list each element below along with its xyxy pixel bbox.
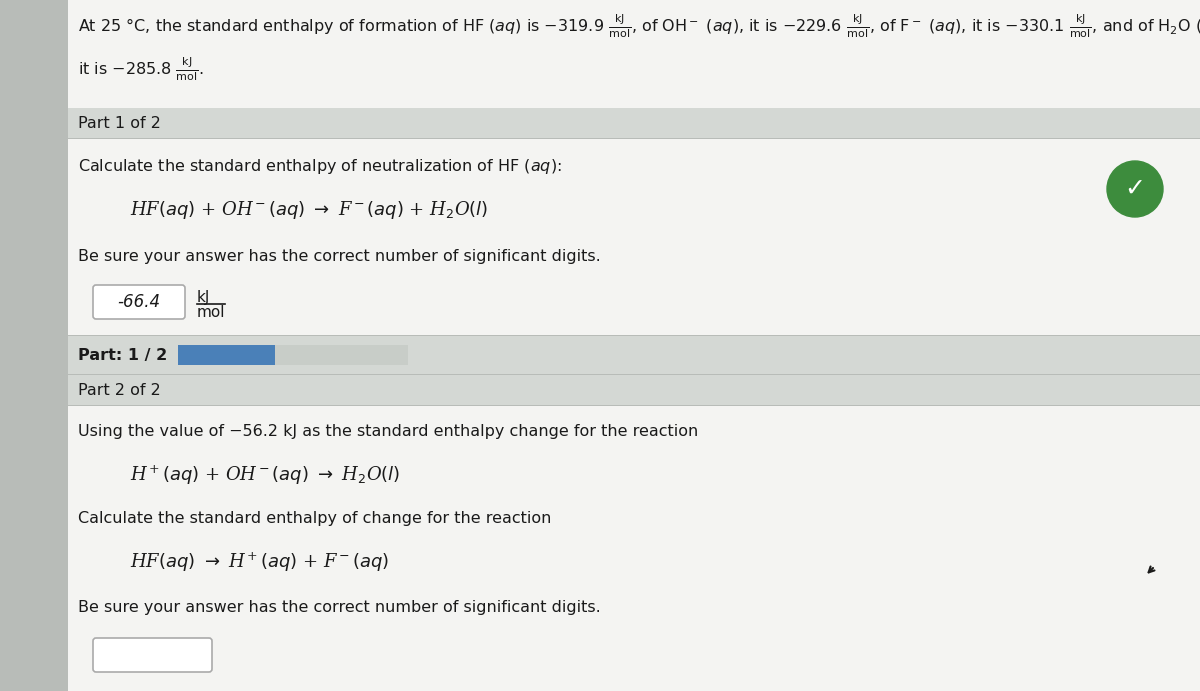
Text: kJ: kJ — [197, 290, 210, 305]
Text: HF$(aq)$ $\rightarrow$ H$\mathregular{^+}$$(aq)$ + F$\mathregular{^-}$$(aq)$: HF$(aq)$ $\rightarrow$ H$\mathregular{^+… — [130, 551, 389, 574]
Bar — [68, 0, 1200, 108]
Bar — [68, 405, 1200, 406]
Text: Calculate the standard enthalpy of neutralization of HF $(aq)$:: Calculate the standard enthalpy of neutr… — [78, 157, 562, 176]
Bar — [68, 335, 1200, 336]
FancyBboxPatch shape — [94, 638, 212, 672]
Bar — [68, 406, 1200, 691]
FancyBboxPatch shape — [94, 285, 185, 319]
Bar — [178, 345, 275, 365]
Text: Part 2 of 2: Part 2 of 2 — [78, 383, 161, 397]
Text: mol: mol — [197, 305, 226, 320]
Bar — [68, 108, 1200, 138]
Bar — [0, 0, 68, 691]
Text: Part: 1 / 2: Part: 1 / 2 — [78, 348, 167, 363]
Text: H$\mathregular{^+}$$(aq)$ + OH$\mathregular{^-}$$(aq)$ $\rightarrow$ H$_2$O$(l)$: H$\mathregular{^+}$$(aq)$ + OH$\mathregu… — [130, 464, 401, 487]
Text: it is $-$285.8 $\mathregular{\frac{kJ}{mol}}$.: it is $-$285.8 $\mathregular{\frac{kJ}{m… — [78, 55, 204, 83]
Text: HF$(aq)$ + OH$\mathregular{^-}$$(aq)$ $\rightarrow$ F$\mathregular{^-}$$(aq)$ + : HF$(aq)$ + OH$\mathregular{^-}$$(aq)$ $\… — [130, 199, 488, 221]
Text: -66.4: -66.4 — [118, 293, 161, 311]
Circle shape — [1108, 161, 1163, 217]
Text: Calculate the standard enthalpy of change for the reaction: Calculate the standard enthalpy of chang… — [78, 511, 551, 526]
Text: Part 1 of 2: Part 1 of 2 — [78, 115, 161, 131]
Text: Be sure your answer has the correct number of significant digits.: Be sure your answer has the correct numb… — [78, 600, 601, 615]
Bar — [68, 374, 1200, 375]
Bar — [68, 138, 1200, 139]
Text: Using the value of −56.2 kJ as the standard enthalpy change for the reaction: Using the value of −56.2 kJ as the stand… — [78, 424, 698, 439]
Text: ✓: ✓ — [1124, 177, 1146, 201]
Bar — [68, 139, 1200, 335]
Bar — [68, 336, 1200, 374]
Text: Be sure your answer has the correct number of significant digits.: Be sure your answer has the correct numb… — [78, 249, 601, 264]
Bar — [68, 375, 1200, 405]
Text: At 25 °C, the standard enthalpy of formation of HF $(aq)$ is $-$319.9 $\mathregu: At 25 °C, the standard enthalpy of forma… — [78, 12, 1200, 40]
Bar — [178, 345, 408, 365]
